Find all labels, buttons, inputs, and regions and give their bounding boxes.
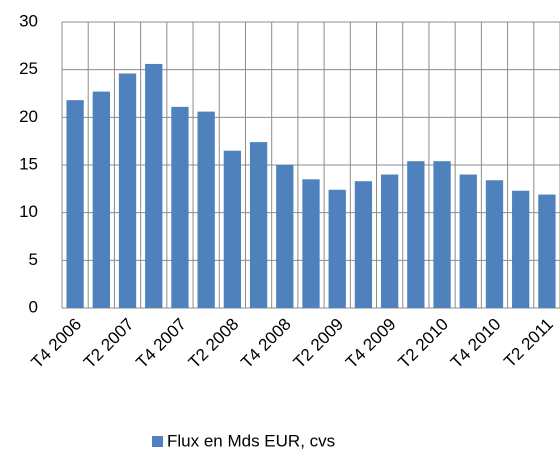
- x-tick-label: T4 2008: [237, 315, 295, 373]
- y-tick-label: 10: [19, 202, 38, 221]
- bar: [145, 63, 163, 308]
- y-tick-label: 30: [19, 11, 38, 30]
- x-tick-label: T2 2011: [500, 315, 557, 372]
- x-tick-label: T2 2010: [395, 315, 453, 373]
- bar: [485, 180, 504, 308]
- legend-label: Flux en Mds EUR, cvs: [167, 431, 335, 450]
- bar: [538, 194, 556, 308]
- y-tick-label: 25: [19, 59, 38, 78]
- bar: [459, 174, 477, 308]
- bar: [223, 150, 242, 308]
- x-tick-label: T2 2009: [290, 315, 348, 373]
- bar: [512, 190, 530, 308]
- bar: [249, 142, 268, 308]
- bar: [302, 179, 320, 308]
- bar: [407, 161, 425, 308]
- bar: [171, 106, 189, 308]
- x-tick-label: T2 2007: [80, 315, 138, 373]
- bar: [197, 111, 215, 308]
- y-tick-label: 20: [19, 107, 38, 126]
- x-tick-label: T4 2009: [342, 315, 400, 373]
- bar: [328, 189, 346, 308]
- x-tick-label: T2 2008: [185, 315, 243, 373]
- bar: [66, 100, 84, 308]
- y-tick-label: 0: [29, 297, 38, 316]
- x-tick-label: T4 2006: [28, 315, 86, 373]
- x-tick-label: T4 2007: [132, 315, 190, 373]
- x-tick-label: T4 2010: [447, 315, 505, 373]
- legend-swatch: [152, 436, 163, 447]
- y-tick-label: 15: [19, 154, 38, 173]
- bar: [354, 181, 373, 308]
- bar: [118, 73, 137, 308]
- bar: [433, 161, 451, 308]
- bar: [380, 174, 399, 308]
- bar: [92, 91, 110, 309]
- y-tick-label: 5: [29, 250, 38, 269]
- bar: [276, 165, 294, 308]
